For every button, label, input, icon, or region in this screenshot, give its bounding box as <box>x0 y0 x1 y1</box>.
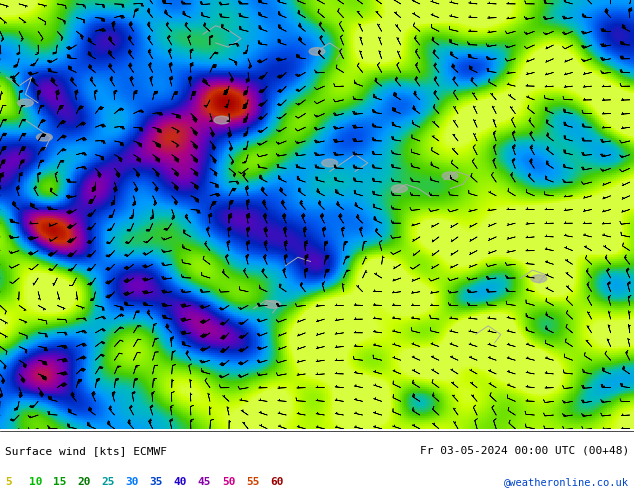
Ellipse shape <box>17 99 33 107</box>
Text: 40: 40 <box>174 477 187 487</box>
Ellipse shape <box>36 133 52 141</box>
Text: 35: 35 <box>150 477 163 487</box>
Text: Fr 03-05-2024 00:00 UTC (00+48): Fr 03-05-2024 00:00 UTC (00+48) <box>420 446 629 456</box>
Ellipse shape <box>531 275 547 283</box>
Text: 30: 30 <box>126 477 139 487</box>
Text: Surface wind [kts] ECMWF: Surface wind [kts] ECMWF <box>5 446 167 456</box>
Text: @weatheronline.co.uk: @weatheronline.co.uk <box>504 477 629 487</box>
Ellipse shape <box>309 48 325 55</box>
Text: 55: 55 <box>246 477 259 487</box>
Ellipse shape <box>321 159 337 167</box>
Ellipse shape <box>391 185 408 193</box>
Text: 50: 50 <box>222 477 235 487</box>
Ellipse shape <box>265 300 280 308</box>
Text: 45: 45 <box>198 477 211 487</box>
Text: 60: 60 <box>270 477 283 487</box>
Text: 20: 20 <box>77 477 91 487</box>
Text: 15: 15 <box>53 477 67 487</box>
Ellipse shape <box>214 116 230 124</box>
Ellipse shape <box>442 172 458 180</box>
Text: 5: 5 <box>5 477 12 487</box>
Text: 10: 10 <box>29 477 42 487</box>
Text: 25: 25 <box>101 477 115 487</box>
